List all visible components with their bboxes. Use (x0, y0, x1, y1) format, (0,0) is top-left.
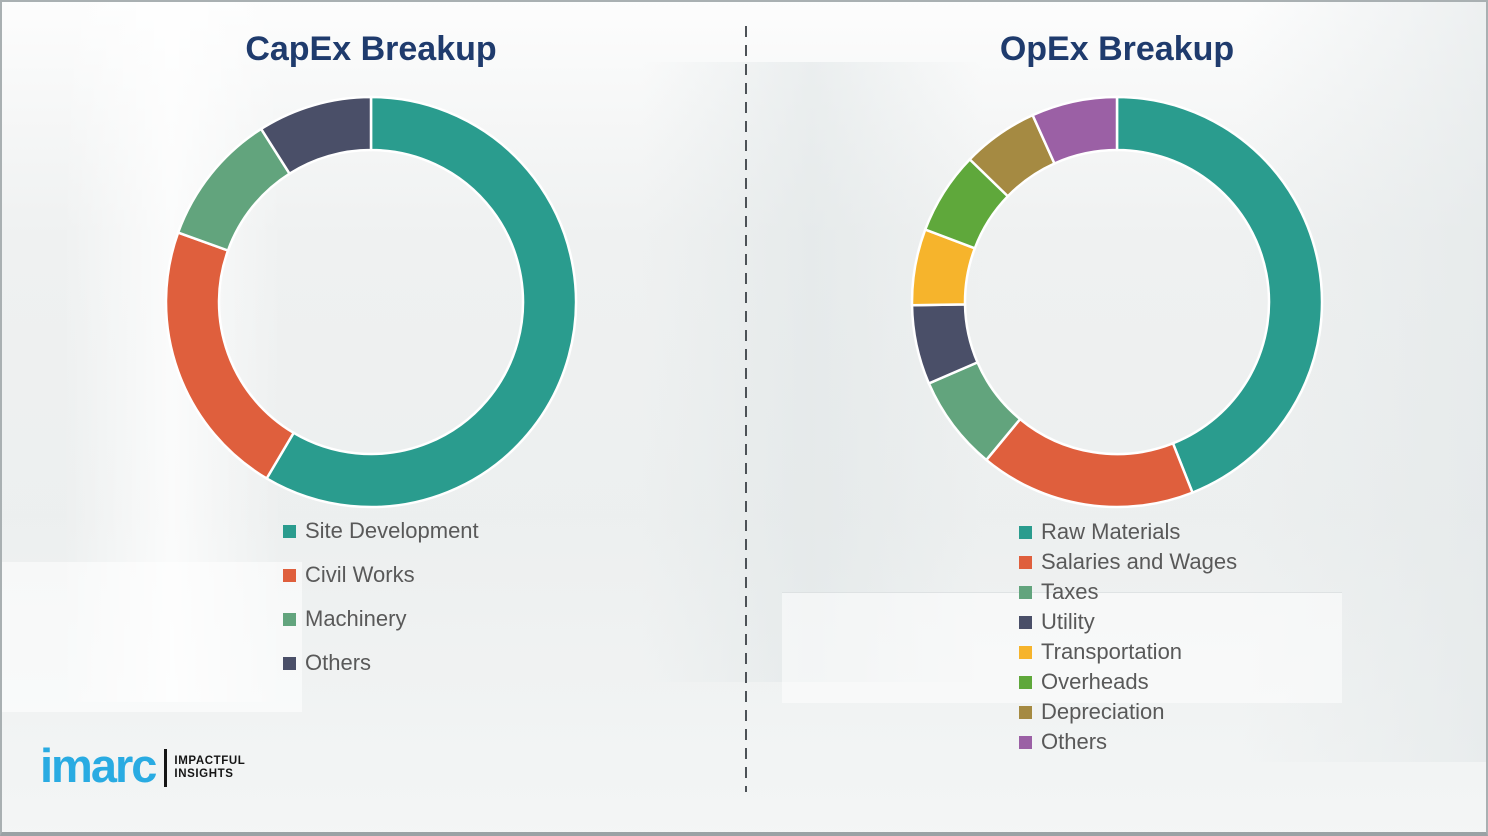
legend-swatch-icon (283, 568, 296, 582)
legend-swatch-icon (1019, 675, 1032, 689)
legend-item-transportation: Transportation (1019, 637, 1237, 667)
legend-item-raw-materials: Raw Materials (1019, 517, 1237, 547)
donut-segment-others (1030, 95, 1119, 166)
background-texture (2, 562, 302, 712)
legend-swatch-icon (283, 524, 296, 538)
legend-label: Civil Works (305, 562, 415, 587)
dashed-divider (745, 26, 747, 792)
legend-item-site-development: Site Development (283, 509, 479, 553)
legend-item-depreciation: Depreciation (1019, 697, 1237, 727)
opex-donut-chart (910, 95, 1324, 509)
donut-segment-raw-materials (1115, 95, 1324, 495)
capex-donut-chart (164, 95, 578, 509)
donut-segment-salaries-and-wages (984, 417, 1195, 509)
legend-item-machinery: Machinery (283, 597, 479, 641)
legend-label: Salaries and Wages (1041, 549, 1238, 574)
legend-swatch-icon (1019, 645, 1032, 659)
legend-item-civil-works: Civil Works (283, 553, 479, 597)
legend-label: Transportation (1041, 639, 1183, 664)
legend-item-taxes: Taxes (1019, 577, 1237, 607)
legend-swatch-icon (283, 612, 296, 626)
opex-legend: Raw Materials Salaries and Wages Taxes Util… (1019, 517, 1237, 757)
legend-label: Others (305, 650, 372, 675)
legend-swatch-icon (1019, 705, 1032, 719)
legend-label: Taxes (1041, 579, 1099, 604)
capex-chart-title: CapEx Breakup (245, 30, 497, 68)
legend-item-others: Others (283, 641, 479, 685)
legend-swatch-icon (1019, 555, 1032, 569)
legend-label: Utility (1041, 609, 1095, 634)
legend-label: Others (1041, 729, 1108, 754)
opex-chart-title: OpEx Breakup (999, 30, 1235, 68)
legend-item-overheads: Overheads (1019, 667, 1237, 697)
legend-swatch-icon (1019, 615, 1032, 629)
legend-swatch-icon (283, 656, 296, 670)
legend-label: Depreciation (1041, 699, 1165, 724)
donut-segment-civil-works (164, 230, 296, 481)
legend-item-utility: Utility (1019, 607, 1237, 637)
donut-segment-site-development (264, 95, 578, 509)
legend-swatch-icon (1019, 525, 1032, 539)
imarc-logo-divider-bar (164, 748, 168, 787)
legend-label: Site Development (305, 518, 479, 543)
imarc-logo-wordmark: imarc (40, 739, 157, 792)
imarc-logo: imarc IMPACTFUL INSIGHTS (40, 742, 245, 789)
imarc-tagline-line2: INSIGHTS (174, 767, 234, 780)
capex-legend: Site Development Civil Works Machinery Othe… (283, 509, 479, 685)
legend-swatch-icon (1019, 585, 1032, 599)
legend-label: Overheads (1041, 669, 1149, 694)
legend-label: Machinery (305, 606, 407, 631)
legend-swatch-icon (1019, 735, 1032, 749)
imarc-tagline-line1: IMPACTFUL (174, 754, 246, 767)
legend-label: Raw Materials (1041, 519, 1181, 544)
donut-segment-others (259, 95, 373, 176)
legend-item-others: Others (1019, 727, 1237, 757)
legend-item-salaries-and-wages: Salaries and Wages (1019, 547, 1237, 577)
imarc-logo-tagline: IMPACTFUL INSIGHTS (174, 755, 245, 781)
